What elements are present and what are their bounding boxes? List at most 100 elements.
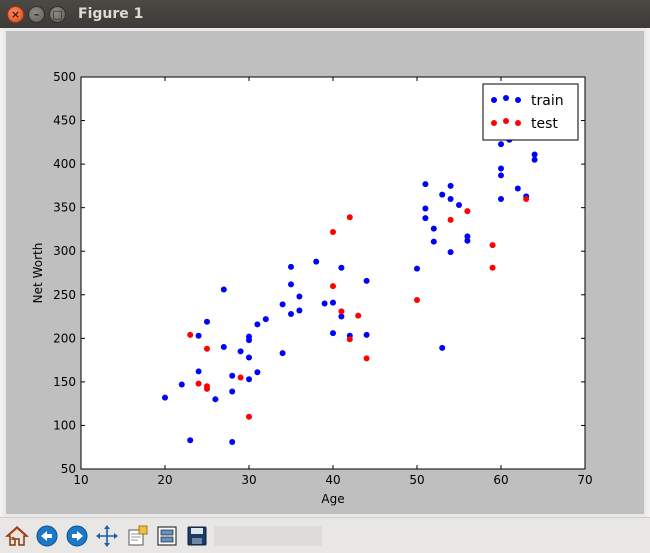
navigation-toolbar [0, 517, 650, 553]
data-point-test [489, 264, 496, 271]
data-point-train [498, 141, 504, 148]
x-tick-label: 60 [493, 473, 508, 487]
legend-marker-test [503, 118, 509, 124]
y-tick-label: 350 [53, 201, 76, 215]
legend-marker-train [503, 95, 509, 101]
legend-marker-train [491, 97, 497, 103]
data-point-test [204, 345, 210, 352]
data-point-test [489, 242, 496, 249]
data-point-test [346, 336, 353, 343]
data-point-train [330, 330, 336, 337]
configure-subplots-button[interactable] [153, 522, 180, 549]
legend-label-train: train [531, 93, 564, 109]
data-point-train [447, 249, 454, 256]
forward-arrow-icon [66, 525, 87, 546]
data-point-train [330, 299, 336, 306]
y-tick-label: 50 [61, 462, 76, 476]
y-tick-label: 250 [53, 288, 76, 302]
x-tick-label: 10 [73, 473, 88, 487]
data-point-train [220, 344, 227, 351]
save-button[interactable] [183, 522, 210, 549]
data-point-test [447, 216, 454, 223]
y-tick-label: 500 [53, 70, 76, 84]
data-point-train [321, 300, 328, 307]
data-point-test [246, 413, 252, 420]
y-axis-label: Net Worth [31, 243, 45, 304]
forward-button[interactable] [63, 522, 90, 549]
data-point-test [195, 380, 202, 387]
x-tick-label: 30 [241, 473, 256, 487]
x-tick-label: 40 [325, 473, 340, 487]
y-tick-label: 450 [53, 114, 76, 128]
data-point-train [246, 376, 252, 383]
data-point-train [254, 321, 261, 328]
data-point-train [262, 316, 269, 323]
data-point-train [162, 394, 168, 401]
status-bar [214, 525, 322, 546]
title-bar: × – □ Figure 1 [0, 0, 650, 28]
data-point-train [246, 354, 252, 361]
data-point-train [514, 185, 521, 192]
data-point-train [313, 258, 320, 265]
data-point-train [178, 381, 185, 388]
data-point-train [498, 195, 504, 202]
data-point-train [296, 293, 303, 300]
data-point-test [363, 355, 370, 362]
data-point-test [330, 283, 336, 290]
data-point-test [414, 297, 420, 304]
legend-marker-train [515, 97, 521, 103]
data-point-train [212, 396, 219, 403]
data-point-train [279, 301, 286, 308]
data-point-test [187, 331, 194, 338]
data-point-train [422, 181, 429, 188]
pan-button[interactable] [93, 522, 120, 549]
data-point-train [498, 165, 504, 172]
data-point-train [246, 333, 252, 340]
save-icon [187, 526, 206, 545]
data-point-train [447, 195, 454, 202]
home-button[interactable] [3, 522, 30, 549]
data-point-train [229, 438, 236, 445]
data-point-train [288, 310, 294, 317]
data-point-train [187, 437, 194, 444]
data-point-train [464, 237, 471, 244]
data-point-train [220, 286, 227, 293]
data-point-test [523, 195, 530, 202]
back-button[interactable] [33, 522, 60, 549]
data-point-test [237, 374, 244, 381]
data-point-train [288, 281, 294, 288]
home-icon [4, 525, 29, 546]
x-axis-label: Age [321, 492, 344, 506]
legend-box [482, 83, 579, 141]
data-point-test [355, 312, 362, 319]
data-point-train [430, 238, 437, 245]
configure-subplots-icon [156, 525, 177, 546]
data-point-train [422, 205, 429, 212]
data-point-train [296, 307, 303, 314]
x-tick-label: 50 [409, 473, 424, 487]
zoom-button[interactable] [123, 522, 150, 549]
data-point-train [456, 202, 462, 209]
y-tick-label: 100 [53, 418, 76, 432]
data-point-test [330, 229, 336, 236]
data-point-train [498, 172, 504, 179]
data-point-train [447, 182, 454, 189]
y-tick-label: 400 [53, 157, 76, 171]
data-point-train [229, 388, 236, 395]
data-point-train [414, 265, 420, 272]
data-point-train [363, 331, 370, 338]
data-point-train [439, 344, 446, 351]
back-arrow-icon [36, 525, 57, 546]
close-window-icon[interactable]: × [7, 5, 24, 23]
y-tick-label: 300 [53, 244, 76, 258]
y-tick-label: 150 [53, 375, 76, 389]
figure-canvas[interactable]: 10 20 30 40 50 60 70 50 100 150 200 250 300 350 400 450… [3, 28, 647, 517]
legend-marker-test [515, 120, 521, 126]
data-point-train [288, 263, 294, 270]
pan-move-icon [95, 524, 118, 547]
data-point-test [204, 385, 210, 392]
minimize-window-icon[interactable]: – [28, 5, 45, 23]
maximize-window-icon[interactable]: □ [49, 5, 66, 23]
window-title: Figure 1 [78, 6, 144, 22]
legend-label-test: test [531, 116, 558, 132]
